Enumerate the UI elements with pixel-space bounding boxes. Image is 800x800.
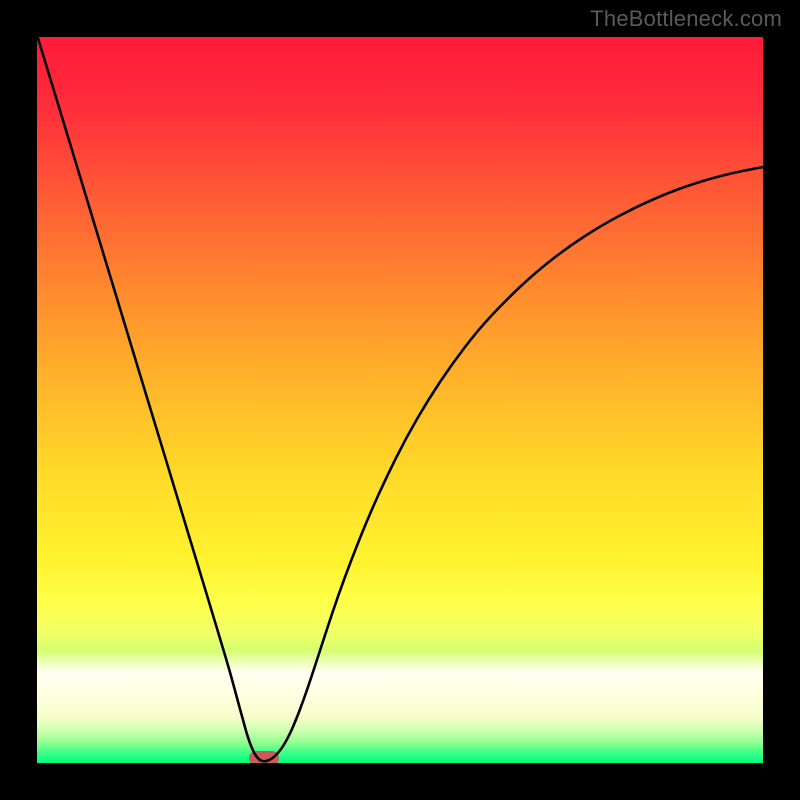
plot-background [37,35,763,763]
bottleneck-chart [0,0,800,800]
chart-stage: TheBottleneck.com [0,0,800,800]
